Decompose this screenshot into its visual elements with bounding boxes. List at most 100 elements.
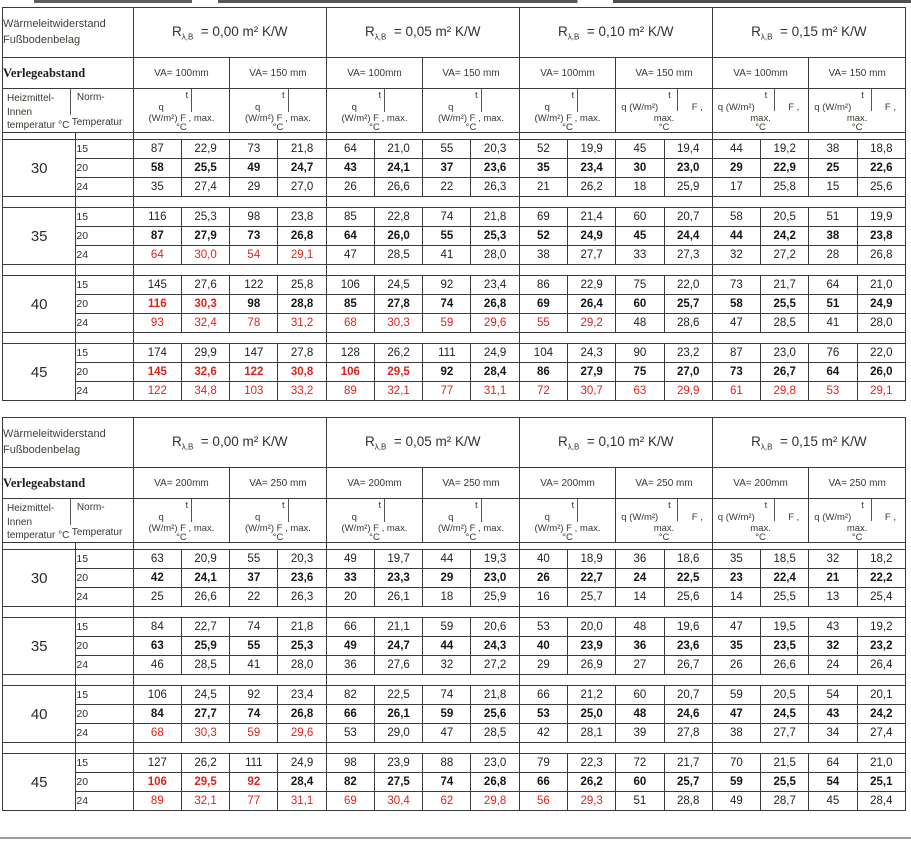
- q-value-cell: 79: [518, 753, 569, 773]
- t-label: t: [571, 500, 575, 511]
- norm-temperature-value: 24: [75, 313, 134, 333]
- f-label: F ,: [884, 512, 896, 523]
- spacer-row: [1, 606, 907, 618]
- q-value-cell: 58: [711, 294, 762, 314]
- data-row: 20 84 27,7 74 26,8 66 26,1 59 25,6 53 25,0 48 24,6 47…: [3, 704, 907, 724]
- q-value-cell: 63: [615, 381, 665, 401]
- t-max-value-cell: 28,0: [277, 655, 327, 675]
- q-value-cell: 37: [229, 568, 279, 588]
- max-label: max.: [846, 523, 868, 534]
- spacer-cell-heizmittel: [1, 264, 77, 276]
- t-max-value-cell: 30,3: [180, 723, 231, 743]
- t-max-value-cell: 25,9: [180, 636, 231, 656]
- spacer-cell-rgroup: [132, 196, 327, 208]
- va-spacing-header: VA= 200mm: [325, 467, 424, 499]
- q-value-cell: 127: [132, 753, 182, 773]
- t-max-value-cell: 26,1: [373, 704, 424, 724]
- q-value-cell: 24: [808, 655, 858, 675]
- t-max-value-cell: 31,1: [277, 791, 327, 811]
- q-t-column-header: t q (W/m²) F , max. °C: [325, 88, 424, 133]
- t-max-value-cell: 20,6: [470, 617, 520, 637]
- header-divider: [773, 89, 775, 111]
- t-max-value-cell: 23,2: [663, 343, 713, 363]
- t-max-value-cell: 23,9: [373, 753, 424, 773]
- header-divider: [480, 89, 482, 112]
- q-label: q: [158, 102, 164, 113]
- q-value-cell: 85: [325, 207, 375, 227]
- q-value-cell: 122: [229, 362, 279, 382]
- table-title-cell: Wärmeleitwiderstand Fußbodenbelag: [2, 7, 134, 58]
- q-value-cell: 70: [711, 753, 762, 773]
- t-max-value-cell: 27,2: [760, 245, 810, 265]
- t-max-value-cell: 28,8: [663, 791, 713, 811]
- va-spacing-header: VA= 200mm: [132, 467, 231, 499]
- t-max-value-cell: 20,7: [663, 207, 713, 227]
- va-spacing-header: VA= 250 mm: [808, 467, 906, 499]
- t-max-value-cell: 30,3: [180, 294, 231, 314]
- header-divider: [384, 499, 386, 522]
- spacer-cell-rgroup: [132, 542, 327, 550]
- q-value-cell: 48: [615, 313, 665, 333]
- t-max-value-cell: 24,5: [760, 704, 810, 724]
- q-unit-f-max-label: (W/m²) F , max.: [438, 523, 504, 534]
- q-value-cell: 69: [518, 294, 569, 314]
- header-divider: [70, 499, 72, 525]
- q-value-cell: 38: [711, 723, 762, 743]
- heizmittel-temperature-value: 35: [1, 617, 77, 675]
- verlegeabstand-label: Verlegeabstand: [2, 57, 134, 89]
- t-max-value-cell: 28,4: [470, 362, 520, 382]
- spacer-cell-rgroup: [518, 332, 713, 344]
- spacer-cell-rgroup: [325, 606, 520, 618]
- t-max-value-cell: 21,8: [277, 617, 327, 637]
- q-value-cell: 39: [615, 723, 665, 743]
- t-max-value-cell: 25,4: [856, 587, 907, 607]
- t-label: t: [764, 500, 768, 511]
- t-max-value-cell: 27,4: [856, 723, 907, 743]
- t-max-value-cell: 19,9: [856, 207, 907, 227]
- t-max-value-cell: 29,2: [567, 313, 617, 333]
- t-max-value-cell: 20,3: [277, 549, 327, 569]
- q-value-cell: 42: [518, 723, 569, 743]
- data-row: 35 15 116 25,3 98 23,8 85 22,8 74 21,8 69 21,4 60 20,…: [1, 207, 907, 265]
- q-value-cell: 98: [325, 753, 375, 773]
- data-row: 30 15 87 22,9 73 21,8 64 21,0 55 20,3 52 19,9 45 19,4…: [1, 139, 907, 197]
- spacer-cell-rgroup: [518, 606, 713, 618]
- heizmittel-temperature-value: 30: [1, 139, 77, 197]
- degree-label: °C: [176, 122, 187, 133]
- q-unit-f-max-label: (W/m²) F , max.: [244, 523, 311, 534]
- q-t-column-header: t q (W/m²) F , max. °C: [711, 88, 810, 133]
- t-max-value-cell: 28,4: [856, 791, 907, 811]
- heizmittel-label: Heizmittel- Innen temperatur °C: [7, 92, 69, 132]
- t-max-value-cell: 23,4: [567, 158, 617, 178]
- t-max-value-cell: 23,8: [856, 226, 907, 246]
- spacer-cell-rgroup: [518, 742, 713, 754]
- q-value-cell: 55: [229, 549, 279, 569]
- t-max-value-cell: 23,2: [856, 636, 907, 656]
- spacer-cell-norm: [75, 606, 134, 618]
- q-value-cell: 20: [325, 587, 375, 607]
- data-row: 30 15 63 20,9 55 20,3 49 19,7 44 19,3 40 18,9 36 18,6…: [1, 549, 907, 607]
- degree-label: °C: [851, 532, 863, 543]
- q-value-cell: 88: [422, 753, 472, 773]
- t-max-value-cell: 27,3: [663, 245, 713, 265]
- q-value-cell: 104: [518, 343, 569, 363]
- degree-label: °C: [272, 532, 284, 543]
- t-max-value-cell: 29,5: [373, 362, 424, 382]
- spacer-cell-rgroup: [518, 264, 713, 276]
- q-unit-label: q (W/m²): [717, 512, 755, 523]
- spacer-cell-rgroup: [711, 332, 907, 344]
- page-top-edge-line: [34, 0, 911, 3]
- t-max-value-cell: 22,3: [567, 753, 617, 773]
- header-divider: [384, 89, 386, 112]
- q-value-cell: 72: [518, 381, 569, 401]
- q-value-cell: 77: [229, 791, 279, 811]
- t-max-value-cell: 20,7: [663, 685, 713, 705]
- header-divider: [480, 499, 482, 522]
- norm-temperature-value: 15: [75, 275, 134, 295]
- t-max-value-cell: 22,0: [663, 275, 713, 295]
- q-value-cell: 92: [422, 275, 472, 295]
- header-divider: [870, 499, 872, 521]
- q-t-column-header: t q (W/m²) F , max. °C: [422, 88, 520, 133]
- spacer-cell-heizmittel: [1, 742, 77, 754]
- q-value-cell: 60: [615, 294, 665, 314]
